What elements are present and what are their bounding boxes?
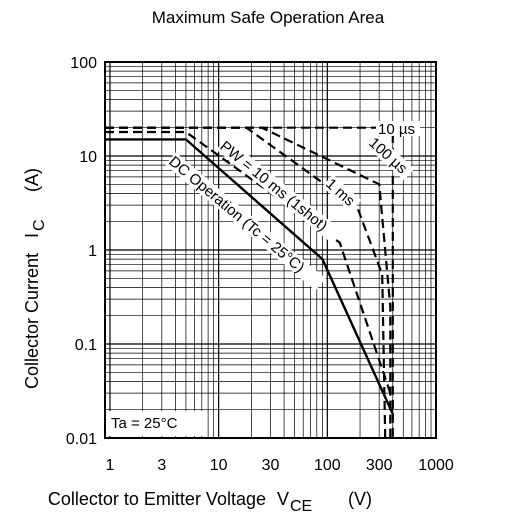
y-tick-label: 10: [79, 149, 97, 166]
plot-frame: [104, 61, 437, 439]
x-axis-unit: (V): [348, 489, 372, 509]
annotation-ta: Ta = 25°C: [111, 415, 178, 432]
annotation-ta-bg: [107, 411, 203, 436]
x-tick-label: 1000: [418, 457, 454, 474]
annotation-dc-bg: [165, 152, 326, 291]
series-line-3: [105, 126, 387, 438]
y-axis-label: Collector Current: [22, 253, 42, 389]
x-tick-label: 100: [314, 457, 341, 474]
y-axis-label-group: Collector Current I C (A): [22, 168, 48, 389]
annotation-10us-bg: [376, 121, 420, 136]
y-tick-label: 100: [70, 55, 97, 72]
y-tick-label: 1: [88, 243, 97, 260]
annotation-10us: 10 µs: [378, 121, 415, 138]
y-axis-subscript: C: [31, 219, 48, 231]
annotation-1ms-bg: [322, 174, 362, 212]
x-axis-label: Collector to Emitter Voltage: [48, 489, 266, 509]
chart-title: Maximum Safe Operation Area: [152, 8, 385, 27]
x-axis-symbol: V: [277, 489, 289, 509]
x-tick-label: 30: [262, 457, 280, 474]
y-tick-label: 0.01: [66, 431, 97, 448]
series-line-1: [105, 138, 394, 415]
y-tick-labels: 0.01 0.1 1 10 100: [66, 55, 97, 448]
x-tick-labels: 1 3 10 30 100 300 1000: [106, 457, 454, 474]
annotation-pw-bg: [216, 137, 342, 243]
x-tick-label: 3: [157, 457, 166, 474]
annotation-dc: DC Operation (Tc = 25°C): [165, 153, 307, 276]
x-tick-label: 1: [106, 457, 115, 474]
annotation-100us-bg: [365, 133, 415, 181]
y-axis-unit: (A): [22, 168, 42, 192]
x-tick-label: 10: [210, 457, 228, 474]
x-tick-label: 300: [366, 457, 393, 474]
annotation-100us-group: 100 µs: [365, 133, 415, 181]
y-axis-symbol: I: [22, 233, 42, 238]
x-axis-subscript: CE: [290, 498, 312, 515]
y-tick-label: 0.1: [75, 337, 97, 354]
